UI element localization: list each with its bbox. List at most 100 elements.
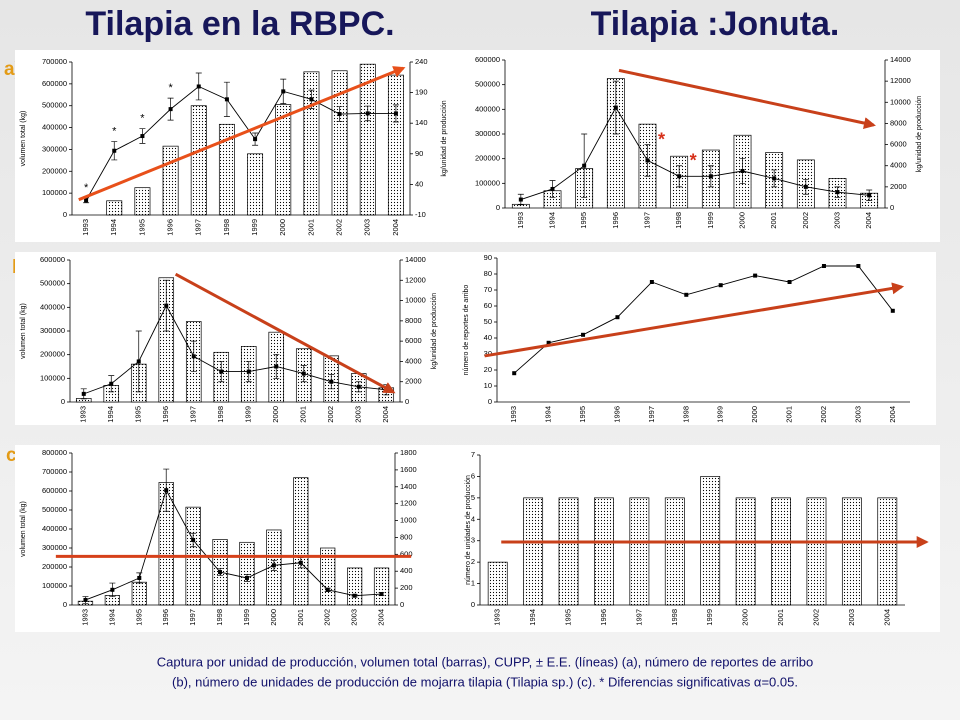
marker — [164, 303, 169, 308]
x-tick-label: 2002 — [335, 219, 344, 236]
marker — [615, 315, 620, 320]
trend-arrow — [78, 66, 406, 202]
bar — [158, 277, 175, 403]
trend-arrow — [174, 272, 396, 394]
y2-tick-label: 1000 — [400, 516, 417, 525]
y-tick-label: 0 — [496, 203, 500, 212]
bar — [104, 595, 120, 606]
y-tick-label: 500000 — [40, 279, 65, 288]
y-tick-label: 2 — [471, 557, 475, 566]
x-tick-label: 1999 — [706, 212, 715, 229]
marker — [684, 292, 689, 297]
marker — [253, 137, 258, 142]
y2-axis-label: kg/unidad de producción — [916, 96, 923, 172]
marker — [613, 105, 618, 110]
y2-tick-label: -10 — [415, 210, 426, 219]
bar — [275, 104, 292, 216]
y-tick-label: 100000 — [475, 178, 500, 187]
annotation: * — [658, 129, 665, 149]
chart-panel — [15, 50, 458, 242]
x-tick-label: 2004 — [391, 219, 400, 236]
bar — [877, 497, 898, 606]
y2-tick-label: 2000 — [405, 377, 422, 386]
x-tick-label: 1997 — [194, 219, 203, 236]
bar — [359, 63, 376, 216]
x-tick-label: 1999 — [250, 219, 259, 236]
y-tick-label: 200000 — [42, 562, 67, 571]
bar — [606, 78, 625, 209]
bar — [247, 153, 264, 216]
y-axis-label: número de unidades de producción — [465, 475, 472, 585]
marker — [301, 371, 306, 376]
trend-arrow — [618, 68, 876, 129]
x-tick-label: 2000 — [269, 609, 278, 626]
x-tick-label: 2001 — [306, 219, 315, 236]
title-left: Tilapia en la RBPC. — [85, 5, 394, 43]
marker — [512, 371, 517, 376]
y-tick-label: 500000 — [475, 80, 500, 89]
bar — [594, 497, 614, 606]
y2-axis-label: kg/unidad de producción — [441, 100, 448, 176]
marker — [365, 111, 370, 116]
y-axis-label: número de reportes de arribo — [463, 285, 470, 376]
x-tick-label: 1997 — [642, 212, 651, 229]
y-tick-label: 0 — [63, 210, 67, 219]
marker — [218, 570, 223, 575]
y2-tick-label: 1600 — [400, 465, 417, 474]
x-tick-label: 1993 — [80, 609, 89, 626]
y2-tick-label: 0 — [405, 397, 409, 406]
y2-tick-label: 200 — [400, 583, 413, 592]
marker — [168, 107, 173, 112]
x-tick-label: 1995 — [137, 219, 146, 236]
y-axis-label: volumen total (kg) — [20, 111, 27, 167]
bar — [239, 541, 255, 606]
y-tick-label: 500000 — [42, 101, 67, 110]
marker — [191, 537, 196, 542]
x-tick-label: 1999 — [716, 406, 725, 423]
y-tick-label: 0 — [488, 397, 492, 406]
marker — [136, 359, 141, 364]
y-tick-label: 200000 — [475, 154, 500, 163]
bar — [331, 70, 348, 216]
x-tick-label: 2001 — [776, 609, 785, 626]
y2-tick-label: 800 — [400, 532, 413, 541]
marker — [772, 176, 777, 181]
y-tick-label: 0 — [61, 397, 65, 406]
y-tick-label: 20 — [484, 365, 492, 374]
x-tick-label: 1999 — [242, 609, 251, 626]
x-tick-label: 2004 — [864, 212, 873, 229]
x-tick-label: 2004 — [882, 609, 891, 626]
marker — [546, 340, 551, 345]
y2-tick-label: 4000 — [405, 356, 422, 365]
y-tick-label: 7 — [471, 450, 475, 459]
x-tick-label: 1998 — [674, 212, 683, 229]
x-tick-label: 2003 — [350, 609, 359, 626]
marker — [84, 198, 89, 203]
x-tick-label: 1996 — [599, 609, 608, 626]
x-tick-label: 1999 — [244, 406, 253, 423]
y2-tick-label: 40 — [415, 179, 423, 188]
x-tick-label: 1993 — [81, 219, 90, 236]
line — [520, 106, 870, 200]
x-tick-label: 2000 — [737, 212, 746, 229]
x-tick-label: 2003 — [847, 609, 856, 626]
bar — [190, 105, 207, 216]
marker — [325, 587, 330, 592]
y2-tick-label: 140 — [415, 118, 428, 127]
x-tick-label: 1998 — [222, 219, 231, 236]
y2-tick-label: 14000 — [405, 255, 426, 264]
x-tick-label: 2002 — [811, 609, 820, 626]
bar — [771, 497, 791, 606]
x-tick-label: 1993 — [509, 406, 518, 423]
bar — [218, 123, 235, 216]
line — [85, 488, 382, 601]
marker — [246, 369, 251, 374]
trend-arrow — [484, 282, 905, 358]
marker — [379, 592, 384, 597]
x-tick-label: 1996 — [611, 212, 620, 229]
bar — [664, 497, 685, 606]
y2-tick-label: 4000 — [890, 161, 907, 170]
marker — [835, 190, 840, 195]
marker — [352, 593, 357, 598]
